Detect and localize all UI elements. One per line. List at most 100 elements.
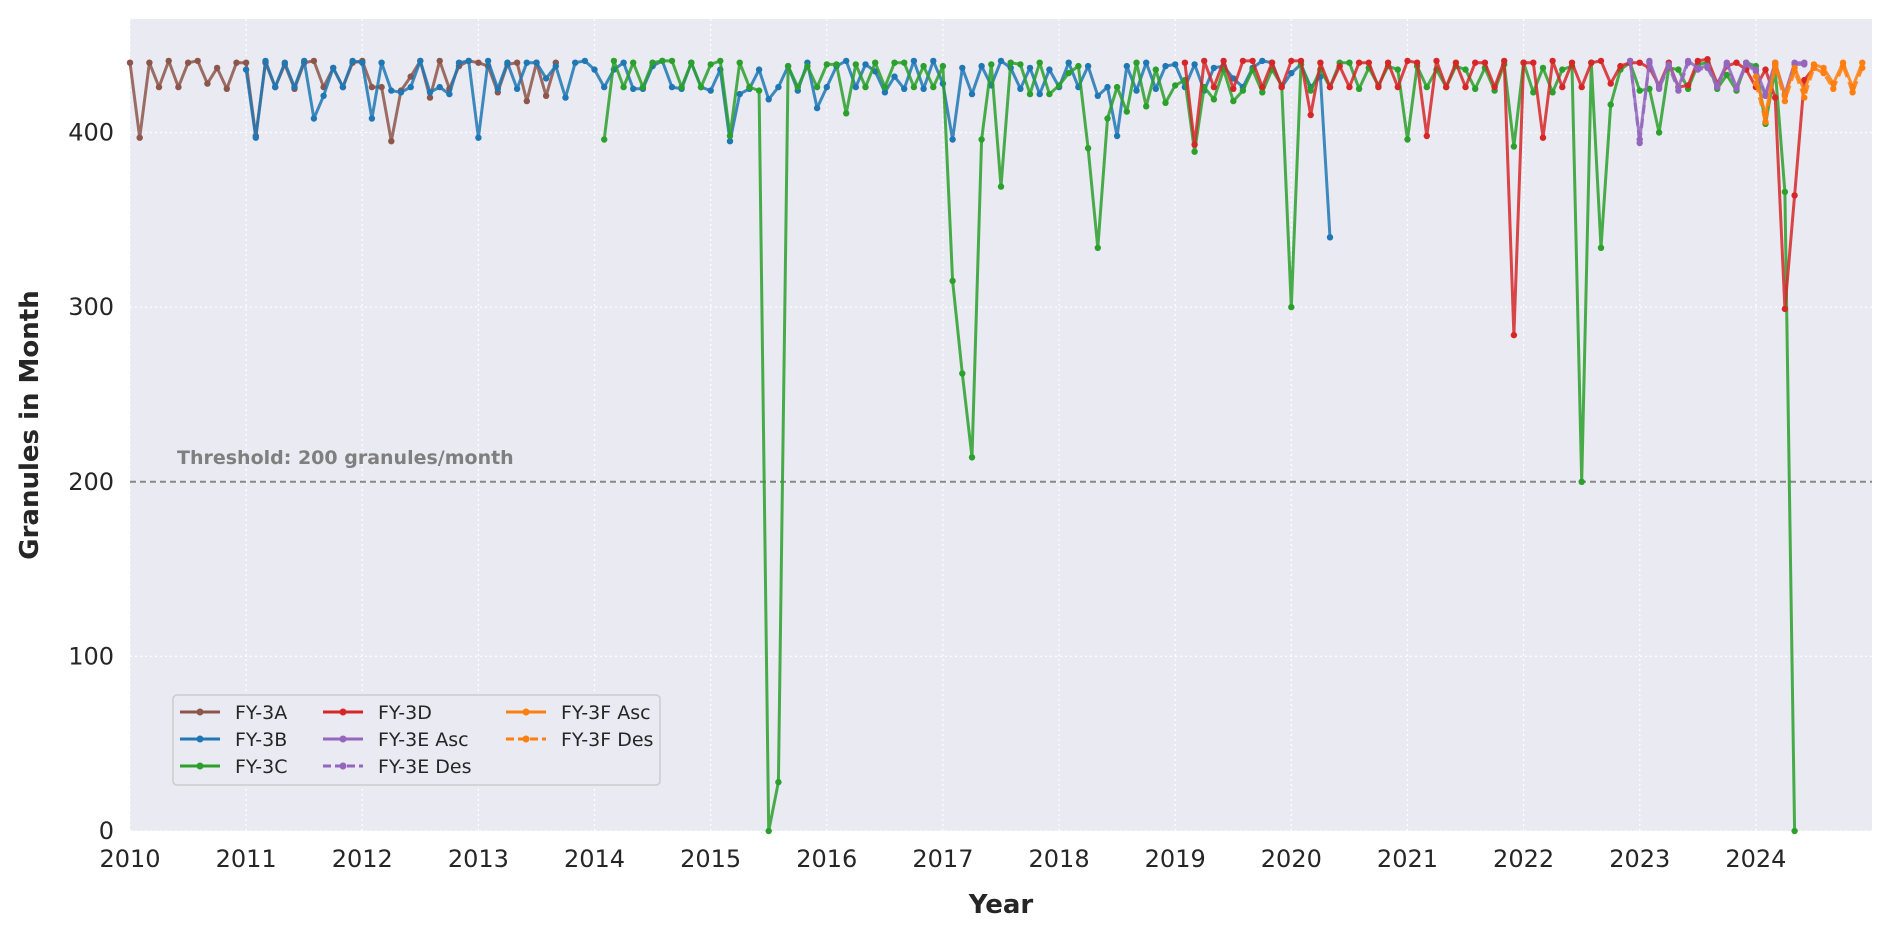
data-point — [523, 97, 530, 105]
data-point — [475, 59, 482, 66]
data-point — [1307, 111, 1314, 119]
data-point — [978, 62, 985, 70]
data-point — [1549, 89, 1556, 96]
data-point — [233, 59, 240, 66]
legend-label: FY-3F Asc — [561, 702, 651, 724]
data-point — [1530, 89, 1537, 96]
data-point — [572, 59, 579, 66]
data-point — [1017, 61, 1024, 68]
series-layer — [126, 56, 1866, 835]
x-tick-label: 2019 — [1145, 845, 1206, 873]
data-point — [1288, 303, 1295, 311]
legend-label: FY-3B — [235, 729, 287, 751]
legend-label: FY-3A — [235, 702, 287, 724]
data-point — [484, 57, 492, 65]
data-point — [930, 57, 937, 65]
data-point — [1384, 59, 1392, 66]
data-point — [378, 83, 385, 91]
legend-item: FY-3A — [180, 702, 287, 724]
data-point — [1423, 83, 1431, 91]
data-point — [455, 59, 463, 66]
data-point — [601, 83, 608, 91]
data-point — [1481, 59, 1489, 66]
data-point — [146, 59, 153, 66]
data-point — [1578, 478, 1585, 485]
series-line — [1754, 64, 1864, 124]
data-point — [1472, 85, 1479, 93]
y-tick-label: 300 — [68, 293, 114, 321]
data-point — [930, 83, 937, 91]
data-point — [1413, 59, 1421, 66]
data-point — [1239, 87, 1247, 94]
data-point — [1249, 57, 1256, 65]
data-point — [1452, 59, 1460, 66]
data-point — [1791, 192, 1798, 199]
data-point — [736, 90, 743, 98]
legend-label: FY-3D — [378, 702, 432, 724]
data-point — [446, 90, 453, 98]
data-point — [678, 83, 685, 91]
data-point — [1355, 59, 1363, 66]
data-point — [1646, 85, 1653, 93]
data-point — [1723, 71, 1731, 79]
data-point — [1655, 129, 1663, 136]
data-point — [1278, 83, 1285, 91]
data-point — [1201, 57, 1208, 65]
data-point — [310, 57, 318, 65]
data-point — [504, 59, 511, 66]
data-point — [891, 73, 898, 80]
data-point — [1404, 136, 1411, 143]
data-point — [581, 57, 589, 65]
data-point — [1007, 59, 1014, 66]
data-point — [1036, 90, 1043, 98]
data-point — [1607, 101, 1614, 108]
data-point — [1104, 115, 1111, 122]
data-point — [707, 87, 714, 94]
data-point — [562, 94, 569, 101]
data-point — [833, 61, 840, 68]
data-point — [949, 136, 956, 143]
data-point — [242, 66, 250, 73]
data-point — [1172, 82, 1179, 89]
data-point — [339, 83, 347, 91]
data-point — [1375, 83, 1382, 91]
data-point — [1772, 62, 1779, 70]
data-point — [1752, 68, 1760, 75]
data-point — [1462, 66, 1469, 73]
data-point — [1365, 59, 1373, 66]
legend-box — [172, 694, 661, 786]
legend: FY-3A FY-3B FY-3C FY-3D FY-3E Asc FY-3E Des FY… — [172, 694, 661, 786]
data-point — [1346, 83, 1353, 91]
data-point — [465, 57, 472, 65]
legend-swatch-marker — [522, 735, 530, 743]
data-point — [775, 83, 782, 91]
x-tick-label: 2014 — [564, 845, 625, 873]
x-tick-label: 2013 — [448, 845, 509, 873]
data-point — [359, 59, 366, 66]
data-point — [1123, 62, 1131, 70]
data-point — [1462, 83, 1469, 91]
data-point — [997, 57, 1005, 65]
x-tick-label: 2017 — [912, 845, 973, 873]
data-point — [126, 59, 134, 66]
data-point — [1472, 59, 1479, 66]
data-point — [320, 92, 327, 100]
data-point — [1191, 141, 1198, 148]
data-point — [426, 94, 434, 101]
data-point — [1684, 82, 1692, 89]
data-point — [668, 57, 676, 65]
data-point — [726, 132, 734, 140]
legend-label: FY-3E Des — [378, 756, 472, 778]
data-point — [765, 827, 772, 835]
data-point — [175, 83, 182, 91]
data-point — [1626, 57, 1634, 65]
data-point — [1152, 66, 1160, 73]
data-point — [1152, 85, 1160, 93]
data-point — [1588, 59, 1595, 66]
data-point — [1055, 82, 1063, 89]
data-point — [959, 64, 966, 72]
legend-item: FY-3E Des — [323, 756, 472, 778]
data-point — [1859, 64, 1866, 72]
data-point — [630, 85, 637, 93]
data-point — [610, 57, 618, 65]
